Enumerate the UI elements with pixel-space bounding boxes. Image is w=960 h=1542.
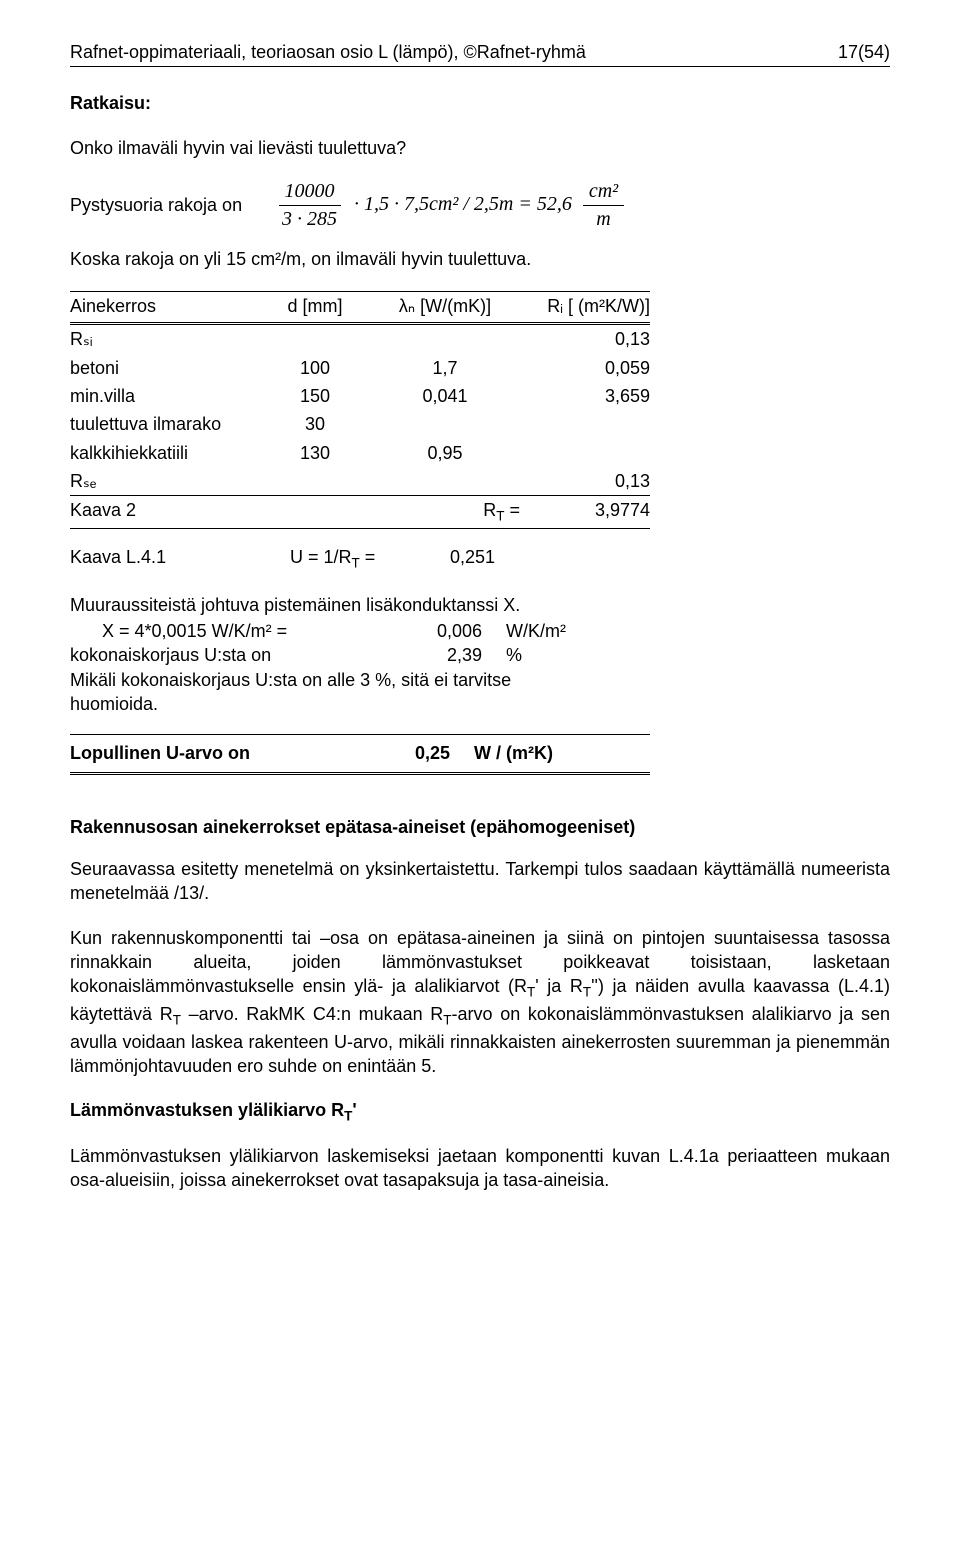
cell-ln (370, 324, 520, 354)
formula-row: Pystysuoria rakoja on 10000 3 · 285 · 1,… (70, 178, 890, 233)
table-row: Rₛₑ 0,13 (70, 467, 650, 496)
formula-label: Pystysuoria rakoja on (70, 193, 270, 217)
th-d: d [mm] (260, 292, 370, 324)
solution-title: Ratkaisu: (70, 91, 890, 115)
lopullinen-val: 0,25 (360, 741, 450, 765)
lopullinen-row: Lopullinen U-arvo on 0,25 W / (m²K) (70, 735, 650, 774)
paragraph-3: Lämmönvastuksen ylälikiarvon laskemiseks… (70, 1144, 890, 1193)
kaava-l-val: 0,251 (450, 545, 495, 573)
table-kaava2: Kaava 2 RT = 3,9774 (70, 496, 650, 529)
cell-ri: 0,13 (520, 324, 650, 354)
muur-title: Muuraussiteistä johtuva pistemäinen lisä… (70, 593, 890, 617)
paragraph-2: Kun rakennuskomponentti tai –osa on epät… (70, 926, 890, 1079)
table-row: betoni 100 1,7 0,059 (70, 354, 650, 382)
solution-question: Onko ilmaväli hyvin vai lievästi tuulett… (70, 136, 890, 160)
table-row: tuulettuva ilmarako 30 (70, 410, 650, 438)
lopullinen-unit: W / (m²K) (450, 741, 553, 765)
table-row: kalkkihiekkatiili 130 0,95 (70, 439, 650, 467)
formula-rest: · 1,5 · 7,5cm² / 2,5m = 52,6 (354, 193, 577, 215)
kaava-l-label: Kaava L.4.1 (70, 545, 290, 573)
frac2-den: m (590, 206, 616, 233)
page-header: Rafnet-oppimateriaali, teoriaosan osio L… (70, 40, 890, 67)
layers-table: Ainekerros d [mm] λₙ [W/(mK)] Rᵢ [ (m²K/… (70, 291, 650, 529)
solution-conclusion: Koska rakoja on yli 15 cm²/m, on ilmaväl… (70, 247, 890, 271)
formula-math: 10000 3 · 285 · 1,5 · 7,5cm² / 2,5m = 52… (270, 178, 630, 233)
paragraph-1: Seuraavassa esitetty menetelmä on yksink… (70, 857, 890, 906)
th-ainekerros: Ainekerros (70, 292, 260, 324)
section-heading-1: Rakennusosan ainekerrokset epätasa-ainei… (70, 815, 890, 839)
kaava-l-row: Kaava L.4.1 U = 1/RT = 0,251 (70, 545, 890, 573)
header-right: 17(54) (838, 40, 890, 64)
table-row: Mikäli kokonaiskorjaus U:sta on alle 3 %… (70, 668, 566, 717)
frac2-num: cm² (583, 178, 624, 206)
table-row: kokonaiskorjaus U:sta on 2,39 % (70, 643, 566, 667)
section-heading-2: Lämmönvastuksen ylälikiarvo RT' (70, 1098, 890, 1126)
kaava-l-mid: U = 1/RT = (290, 545, 450, 573)
table-row: Rₛᵢ 0,13 (70, 324, 650, 354)
muur-table: X = 4*0,0015 W/K/m² = 0,006 W/K/m² kokon… (70, 619, 566, 716)
th-ln: λₙ [W/(mK)] (370, 292, 520, 324)
table-row: min.villa 150 0,041 3,659 (70, 382, 650, 410)
cell-d (260, 324, 370, 354)
cell-ainek: Rₛᵢ (70, 324, 260, 354)
header-left: Rafnet-oppimateriaali, teoriaosan osio L… (70, 40, 586, 64)
lopullinen-label: Lopullinen U-arvo on (70, 741, 360, 765)
frac-den: 3 · 285 (276, 206, 343, 233)
frac-num: 10000 (279, 178, 341, 206)
th-ri: Rᵢ [ (m²K/W)] (520, 292, 650, 324)
table-row: X = 4*0,0015 W/K/m² = 0,006 W/K/m² (70, 619, 566, 643)
